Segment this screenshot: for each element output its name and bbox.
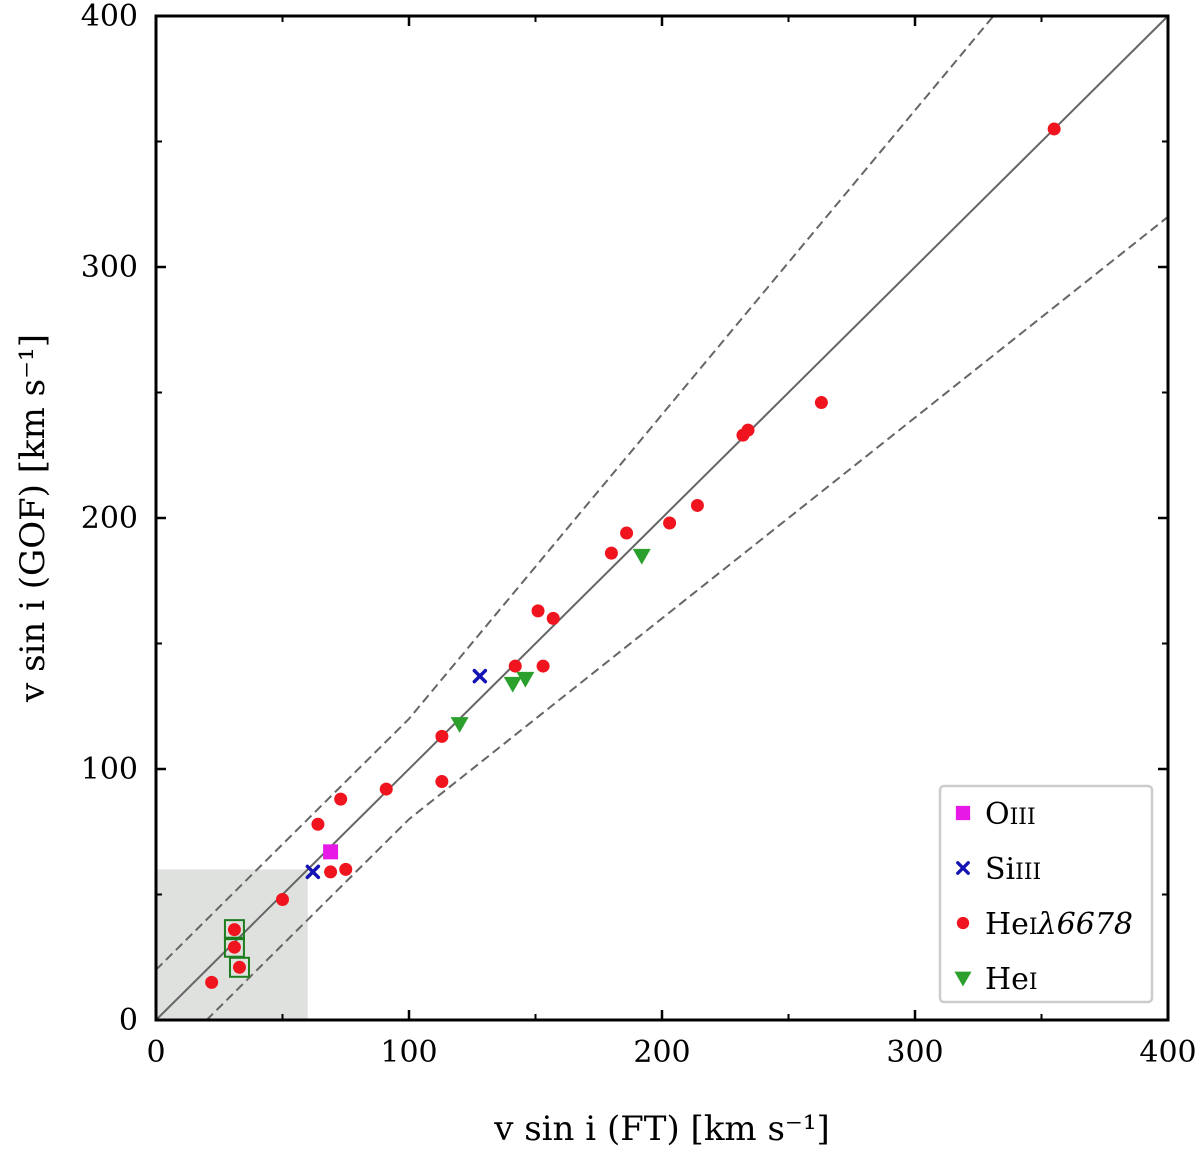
point-2-23 bbox=[1047, 122, 1061, 136]
point-2-15 bbox=[546, 611, 560, 625]
point-2-21 bbox=[741, 423, 755, 437]
y-axis-label: v sin i (GOF) [km s⁻¹] bbox=[13, 334, 53, 703]
point-2-9 bbox=[379, 782, 393, 796]
reference-line-2 bbox=[205, 216, 1169, 1021]
reference-line-1 bbox=[155, 15, 995, 971]
point-2-5 bbox=[311, 817, 325, 831]
point-2-4 bbox=[276, 893, 289, 907]
x-tick-label: 300 bbox=[886, 1035, 943, 1070]
x-tick-label: 0 bbox=[146, 1035, 165, 1070]
point-2-12 bbox=[508, 659, 522, 673]
point-2-1 bbox=[227, 923, 241, 937]
point-2-18 bbox=[663, 516, 677, 530]
x-tick-label: 200 bbox=[633, 1035, 690, 1070]
point-3-3 bbox=[632, 548, 651, 565]
point-2-10 bbox=[435, 729, 449, 743]
highlight-square-0 bbox=[223, 919, 245, 941]
point-0-0 bbox=[323, 844, 339, 860]
point-2-19 bbox=[690, 498, 704, 512]
point-3-1 bbox=[503, 676, 522, 693]
axis-ticks: 00 100 100 200 200 300 300 400 400 bbox=[81, 0, 1197, 1070]
point-2-13 bbox=[531, 604, 545, 618]
point-1-1 bbox=[472, 668, 488, 684]
data-points bbox=[205, 122, 1061, 989]
y-tick-label: 100 bbox=[81, 752, 138, 787]
point-2-0 bbox=[205, 975, 219, 989]
series-1 bbox=[305, 668, 488, 880]
point-2-6 bbox=[324, 865, 338, 879]
point-2-14 bbox=[536, 659, 550, 673]
y-tick-label: 400 bbox=[81, 0, 138, 34]
point-2-2 bbox=[227, 940, 241, 954]
legend-box bbox=[938, 784, 1154, 1004]
highlight-square-1 bbox=[223, 936, 245, 958]
series-2 bbox=[205, 122, 1061, 989]
point-2-22 bbox=[814, 396, 828, 410]
legend-label-3: HeI bbox=[985, 962, 1038, 997]
series-3 bbox=[450, 548, 651, 733]
point-2-7 bbox=[334, 792, 348, 806]
point-2-11 bbox=[435, 775, 449, 789]
legend-marker-2 bbox=[956, 916, 970, 930]
legend-label-2: HeIλ6678 bbox=[985, 907, 1133, 942]
x-tick-label: 400 bbox=[1139, 1035, 1196, 1070]
point-3-0 bbox=[450, 717, 469, 733]
legend-marker-1 bbox=[956, 861, 970, 875]
highlight-square-2 bbox=[228, 956, 250, 978]
highlight-markers bbox=[223, 919, 250, 978]
point-2-3 bbox=[232, 960, 246, 974]
x-tick-label: 100 bbox=[380, 1035, 437, 1070]
y-tick-label: 300 bbox=[81, 250, 138, 285]
point-1-0 bbox=[305, 864, 321, 880]
legend-marker-3 bbox=[954, 971, 972, 987]
point-3-2 bbox=[516, 671, 535, 688]
point-2-16 bbox=[604, 546, 618, 560]
x-axis-label: v sin i (FT) [km s⁻¹] bbox=[493, 1109, 830, 1149]
y-tick-label: 200 bbox=[81, 501, 138, 536]
legend-label-1: SiIII bbox=[985, 852, 1041, 887]
legend-marker-0 bbox=[955, 805, 971, 821]
legend: OIII SiIII HeIλ6678 HeI bbox=[938, 784, 1154, 1004]
point-2-8 bbox=[339, 862, 353, 876]
y-tick-label: 0 bbox=[119, 1003, 138, 1038]
legend-label-0: OIII bbox=[985, 797, 1036, 832]
point-2-17 bbox=[620, 526, 634, 540]
series-0 bbox=[323, 844, 339, 860]
